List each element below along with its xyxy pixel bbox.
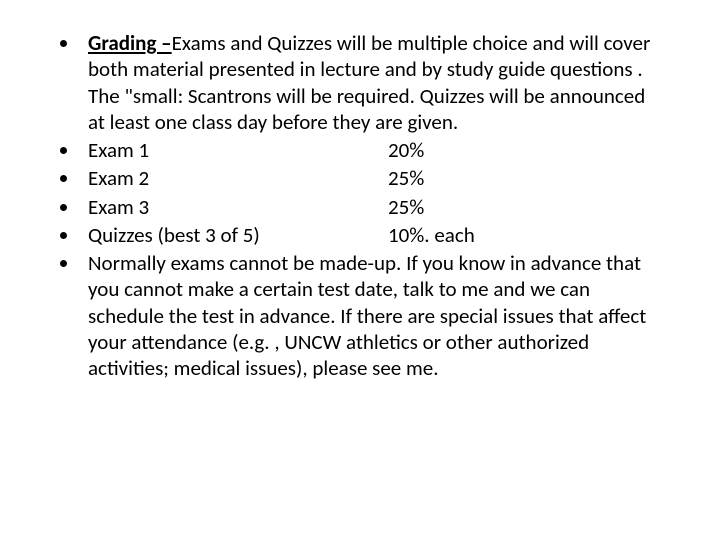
grade-value: 25% — [388, 194, 660, 220]
grade-label: Exam 2 — [88, 165, 388, 191]
grading-intro-text: Exams and Quizzes will be multiple choic… — [88, 30, 650, 135]
bullet-intro: Grading –Exams and Quizzes will be multi… — [80, 30, 660, 135]
bullet-grade-row: Exam 2 25% — [80, 165, 660, 191]
bullet-grade-row: Exam 1 20% — [80, 137, 660, 163]
bullet-grade-row: Exam 3 25% — [80, 194, 660, 220]
grade-label: Exam 1 — [88, 137, 388, 163]
grade-value: 25% — [388, 165, 660, 191]
grade-value: 20% — [388, 137, 660, 163]
bullet-grade-row: Quizzes (best 3 of 5) 10%. each — [80, 222, 660, 248]
bullet-list: Grading –Exams and Quizzes will be multi… — [40, 30, 660, 381]
bullet-closing: Normally exams cannot be made-up. If you… — [80, 250, 660, 381]
grade-label: Quizzes (best 3 of 5) — [88, 222, 388, 248]
grade-label: Exam 3 — [88, 194, 388, 220]
grading-heading: Grading – — [88, 30, 172, 56]
grade-value: 10%. each — [388, 222, 660, 248]
closing-text: Normally exams cannot be made-up. If you… — [88, 250, 646, 381]
slide-body: Grading –Exams and Quizzes will be multi… — [0, 0, 720, 540]
